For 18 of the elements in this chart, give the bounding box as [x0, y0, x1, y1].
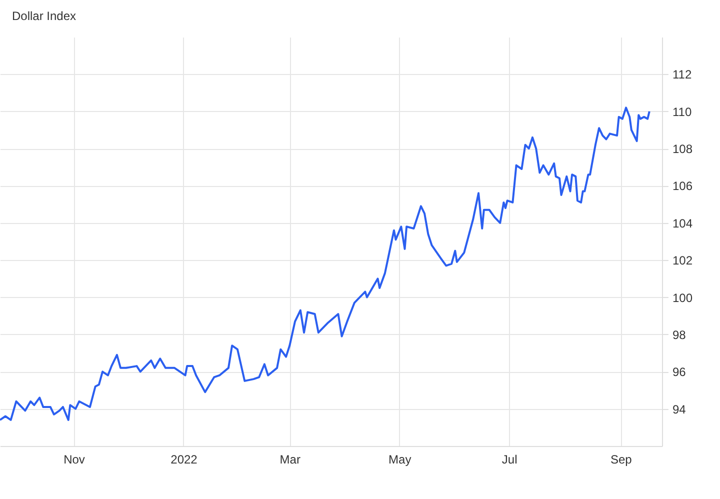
- y-tick-label: 104: [672, 216, 693, 230]
- y-tick-label: 110: [672, 104, 692, 119]
- x-tick-label: Jul: [502, 452, 518, 466]
- y-tick-label: 94: [672, 402, 686, 416]
- y-tick-label: 96: [672, 365, 686, 380]
- x-tick-label: 2022: [170, 452, 198, 466]
- y-tick-label: 108: [672, 142, 693, 156]
- y-tick-label: 112: [672, 68, 692, 82]
- y-tick-label: 100: [672, 290, 693, 305]
- y-tick-label: 102: [672, 254, 693, 268]
- x-tick-label: Mar: [280, 452, 300, 466]
- y-tick-label: 98: [672, 328, 686, 342]
- line-series: [0, 106, 650, 421]
- x-tick-label: Nov: [64, 452, 85, 466]
- x-tick-label: May: [388, 452, 412, 466]
- chart-title: Dollar Index: [12, 9, 76, 23]
- x-tick-label: Sep: [610, 452, 632, 466]
- y-tick-label: 106: [672, 179, 693, 194]
